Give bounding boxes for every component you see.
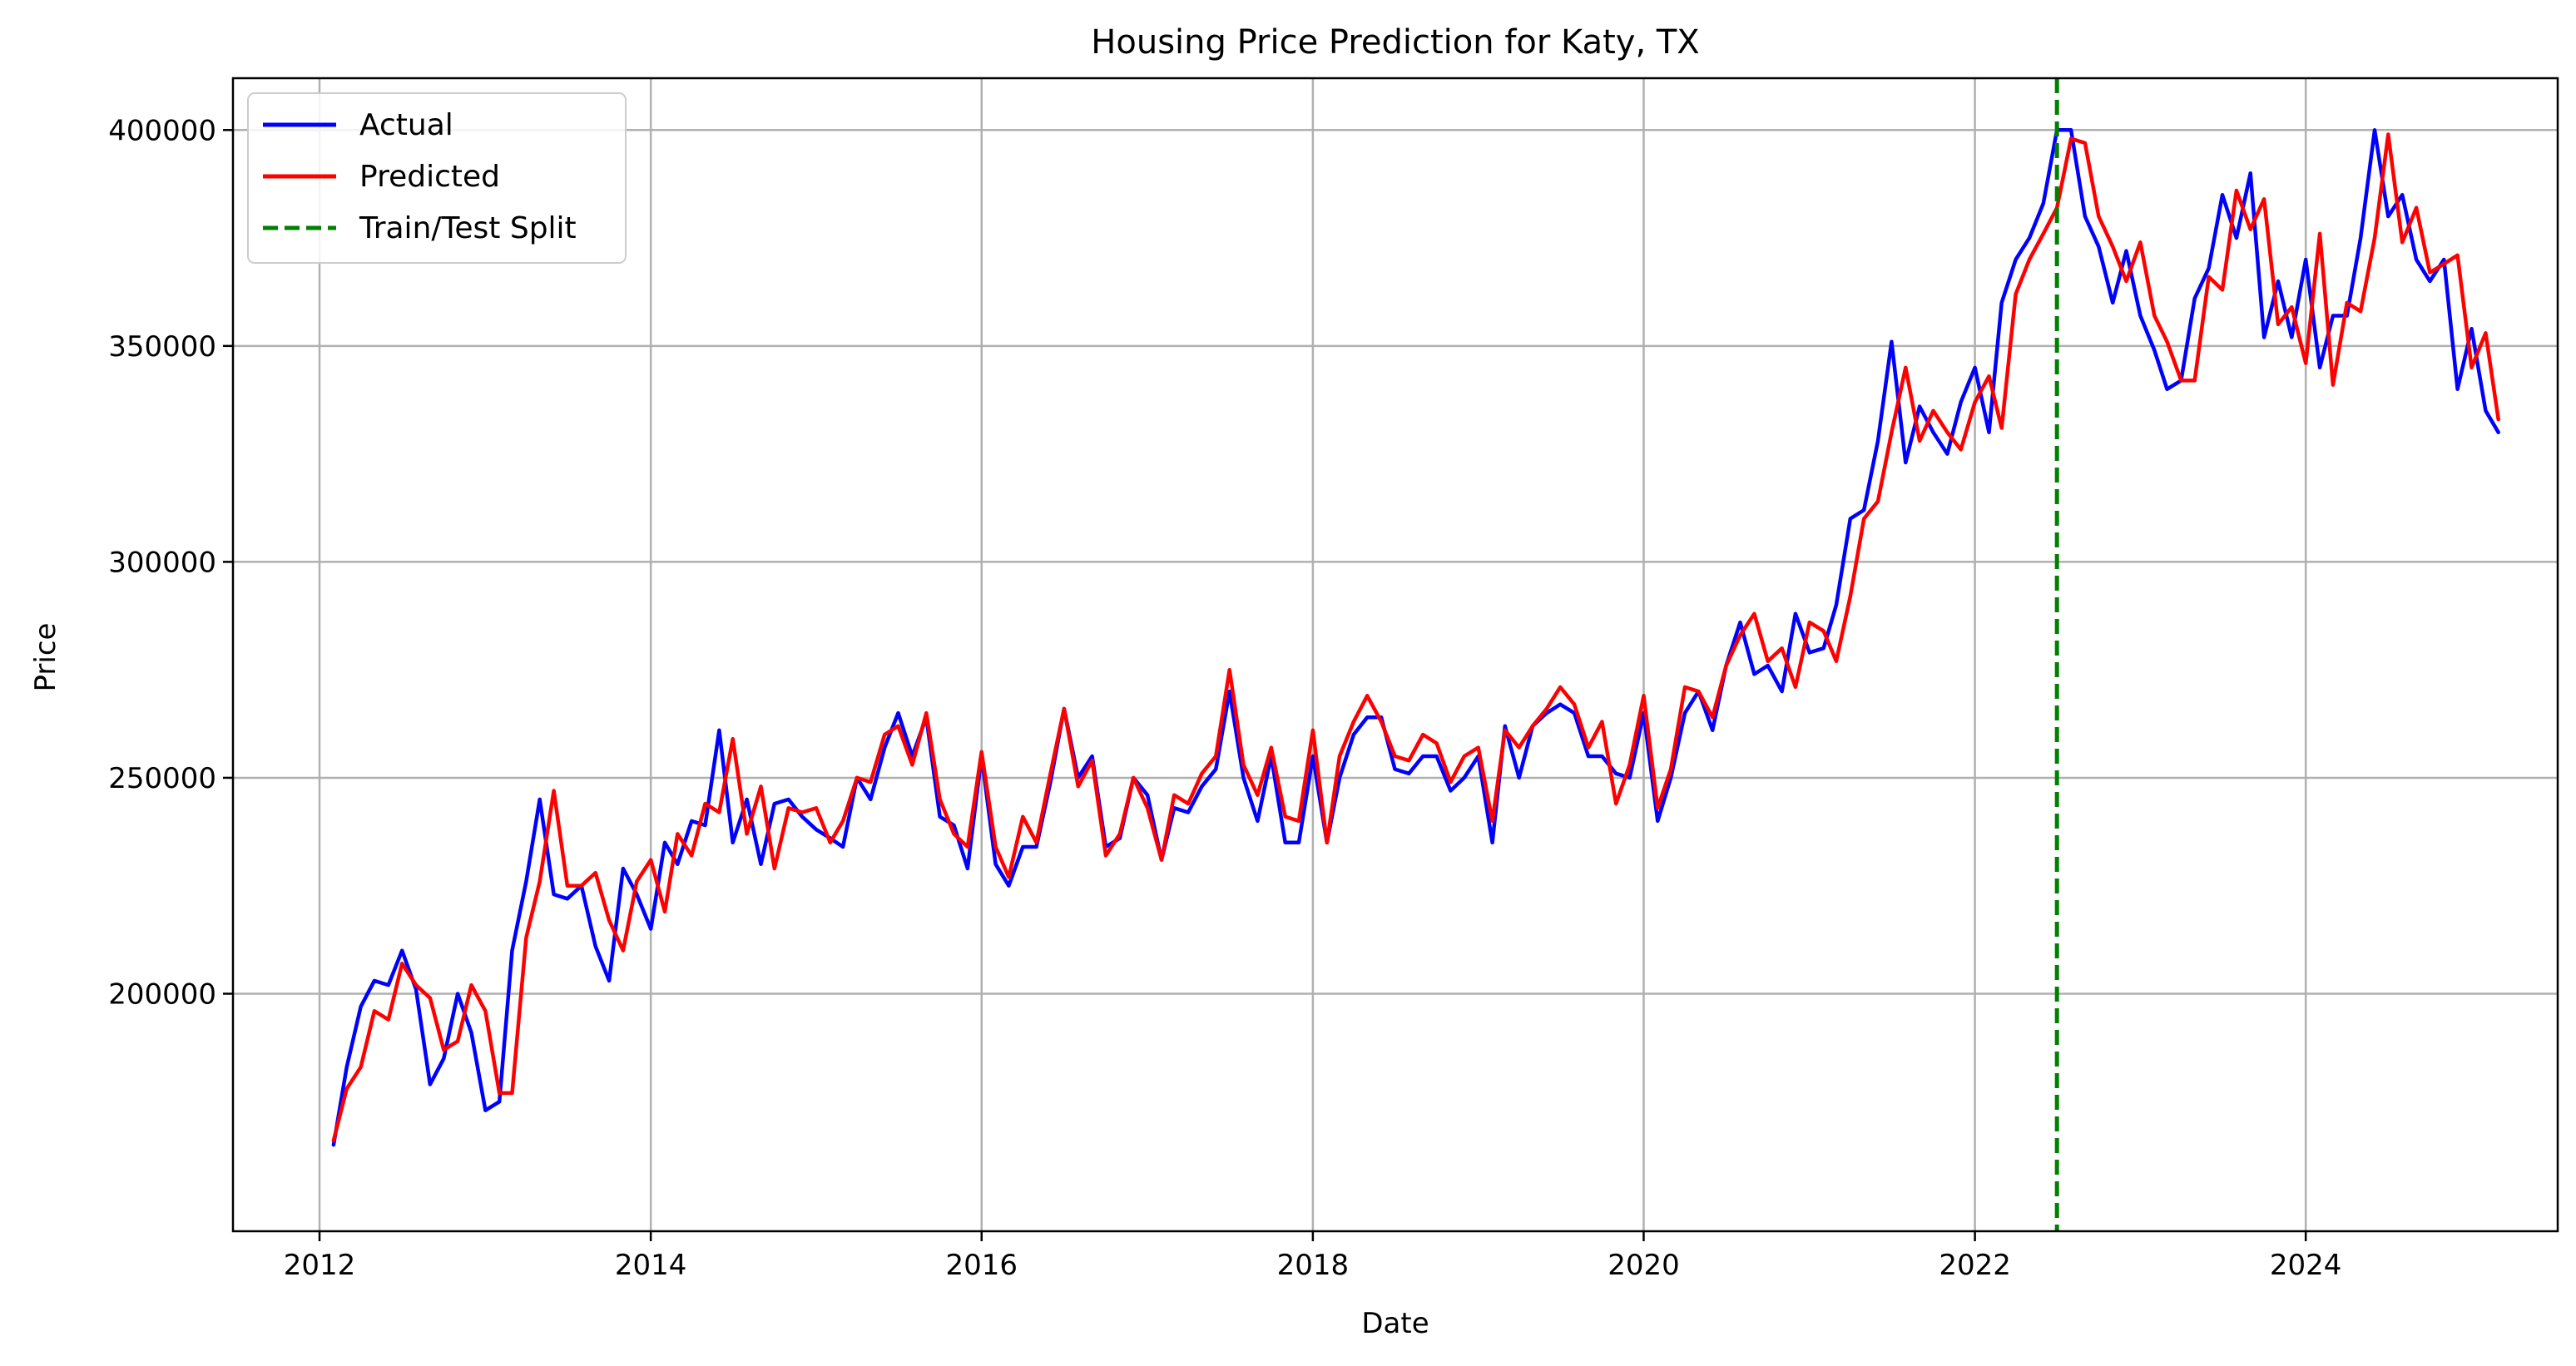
plot-frame (231, 77, 2559, 1233)
y-tick-label: 350000 (108, 330, 216, 364)
axis-ticks: 2012 2014 2016 2018 2020 2022 2024 200000 250000… (108, 114, 2341, 1282)
x-tick-label: 2016 (945, 1249, 1018, 1282)
y-tick-label: 250000 (108, 762, 216, 795)
y-tick-label: 400000 (108, 114, 216, 147)
legend-box (247, 92, 627, 264)
series-line-predicted (331, 132, 2500, 1143)
x-axis-label: Date (1361, 1307, 1429, 1340)
series-layer (331, 78, 2500, 1231)
y-axis-label: Price (29, 623, 62, 692)
x-tick-label: 2022 (1939, 1249, 2011, 1282)
chart-title: Housing Price Prediction for Katy, TX (1091, 23, 1699, 62)
x-tick-label: 2014 (615, 1249, 687, 1282)
y-tick-label: 200000 (108, 977, 216, 1011)
y-tick-label: 300000 (108, 546, 216, 579)
x-tick-label: 2012 (284, 1249, 356, 1282)
x-tick-label: 2020 (1608, 1249, 1680, 1282)
x-tick-label: 2018 (1277, 1249, 1350, 1282)
legend-label-predicted: Predicted (359, 160, 500, 194)
series-line-actual (331, 128, 2500, 1147)
legend-label-actual: Actual (359, 108, 453, 142)
legend-label-split: Train/Test Split (359, 211, 577, 245)
x-tick-label: 2024 (2270, 1249, 2342, 1282)
legend: Actual Predicted Train/Test Split (247, 92, 627, 264)
